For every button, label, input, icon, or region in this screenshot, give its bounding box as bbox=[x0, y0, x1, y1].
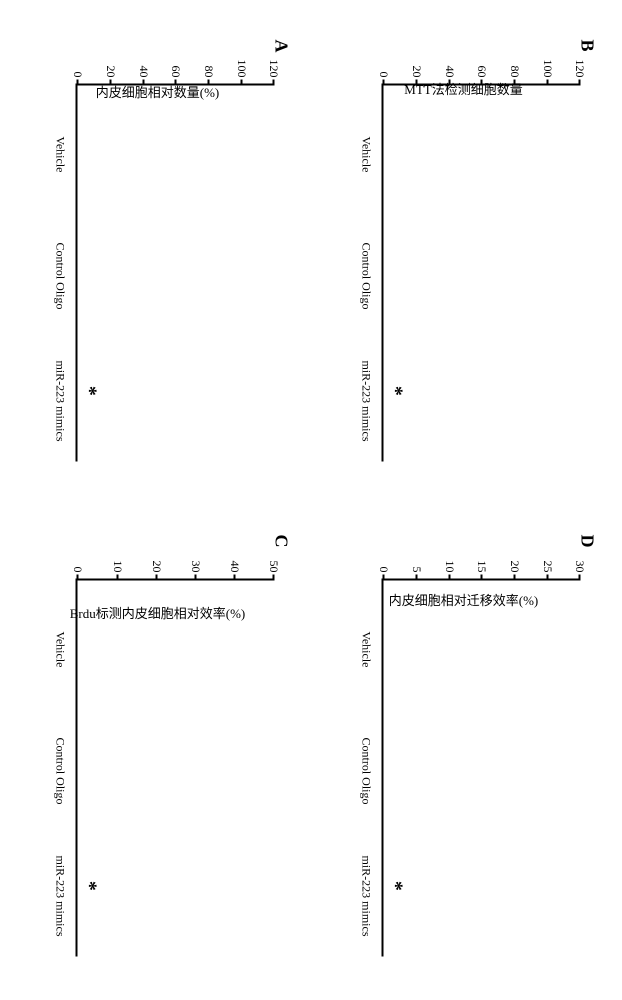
x-tick-label: Vehicle bbox=[53, 620, 68, 680]
x-tick-label: miR-223 mimics bbox=[359, 856, 374, 916]
plot-area: 051015202530* bbox=[382, 579, 580, 957]
y-tick-label: 60 bbox=[475, 66, 490, 78]
x-tick-label: Vehicle bbox=[359, 125, 374, 185]
x-tick-labels: VehicleControl OligomiR-223 mimics bbox=[378, 84, 393, 462]
x-tick-label: miR-223 mimics bbox=[53, 856, 68, 916]
y-tick-label: 20 bbox=[409, 66, 424, 78]
y-tick-label: 40 bbox=[442, 66, 457, 78]
x-tick-label: miR-223 mimics bbox=[359, 361, 374, 421]
y-tick-label: 10 bbox=[442, 561, 457, 573]
panel-b: BMTT法检测细胞数量020406080100120*VehicleContro… bbox=[222, 105, 622, 401]
y-tick-label: 30 bbox=[573, 561, 588, 573]
x-tick-label: Control Oligo bbox=[359, 738, 374, 798]
y-tick-label: 80 bbox=[201, 66, 216, 78]
y-tick-label: 120 bbox=[267, 60, 282, 78]
plot-area: 020406080100120* bbox=[382, 84, 580, 462]
y-tick-label: 0 bbox=[71, 72, 86, 78]
x-tick-labels: VehicleControl OligomiR-223 mimics bbox=[72, 579, 87, 957]
bars-container: * bbox=[384, 86, 580, 462]
x-tick-labels: VehicleControl OligomiR-223 mimics bbox=[378, 579, 393, 957]
panel-label: C bbox=[271, 535, 292, 548]
y-tick-label: 120 bbox=[573, 60, 588, 78]
y-tick-label: 20 bbox=[507, 561, 522, 573]
x-tick-label: miR-223 mimics bbox=[53, 361, 68, 421]
y-tick-label: 0 bbox=[71, 567, 86, 573]
y-tick-label: 80 bbox=[507, 66, 522, 78]
y-tick-label: 0 bbox=[377, 72, 392, 78]
panel-label: B bbox=[577, 40, 598, 52]
panel-label: D bbox=[577, 535, 598, 548]
y-tick-label: 25 bbox=[540, 561, 555, 573]
x-tick-label: Vehicle bbox=[53, 125, 68, 185]
y-tick-label: 100 bbox=[234, 60, 249, 78]
panel-label: A bbox=[271, 40, 292, 53]
y-tick-label: 50 bbox=[267, 561, 282, 573]
x-tick-label: Control Oligo bbox=[359, 243, 374, 303]
y-tick-label: 5 bbox=[409, 567, 424, 573]
y-tick-label: 10 bbox=[110, 561, 125, 573]
x-tick-label: Control Oligo bbox=[53, 738, 68, 798]
y-tick-label: 20 bbox=[149, 561, 164, 573]
x-tick-labels: VehicleControl OligomiR-223 mimics bbox=[72, 84, 87, 462]
x-tick-label: Control Oligo bbox=[53, 243, 68, 303]
y-tick-label: 60 bbox=[169, 66, 184, 78]
y-tick-label: 40 bbox=[227, 561, 242, 573]
y-tick-label: 15 bbox=[475, 561, 490, 573]
panel-d: D内皮细胞相对迁移效率(%)051015202530*VehicleContro… bbox=[222, 600, 622, 896]
figure-grid: A内皮细胞相对数量(%)020406080100120*VehicleContr… bbox=[0, 0, 622, 1000]
x-tick-label: Vehicle bbox=[359, 620, 374, 680]
bars-container: * bbox=[384, 581, 580, 957]
y-tick-label: 100 bbox=[540, 60, 555, 78]
y-tick-label: 40 bbox=[136, 66, 151, 78]
y-tick-label: 20 bbox=[103, 66, 118, 78]
y-tick-label: 30 bbox=[188, 561, 203, 573]
y-tick-label: 0 bbox=[377, 567, 392, 573]
